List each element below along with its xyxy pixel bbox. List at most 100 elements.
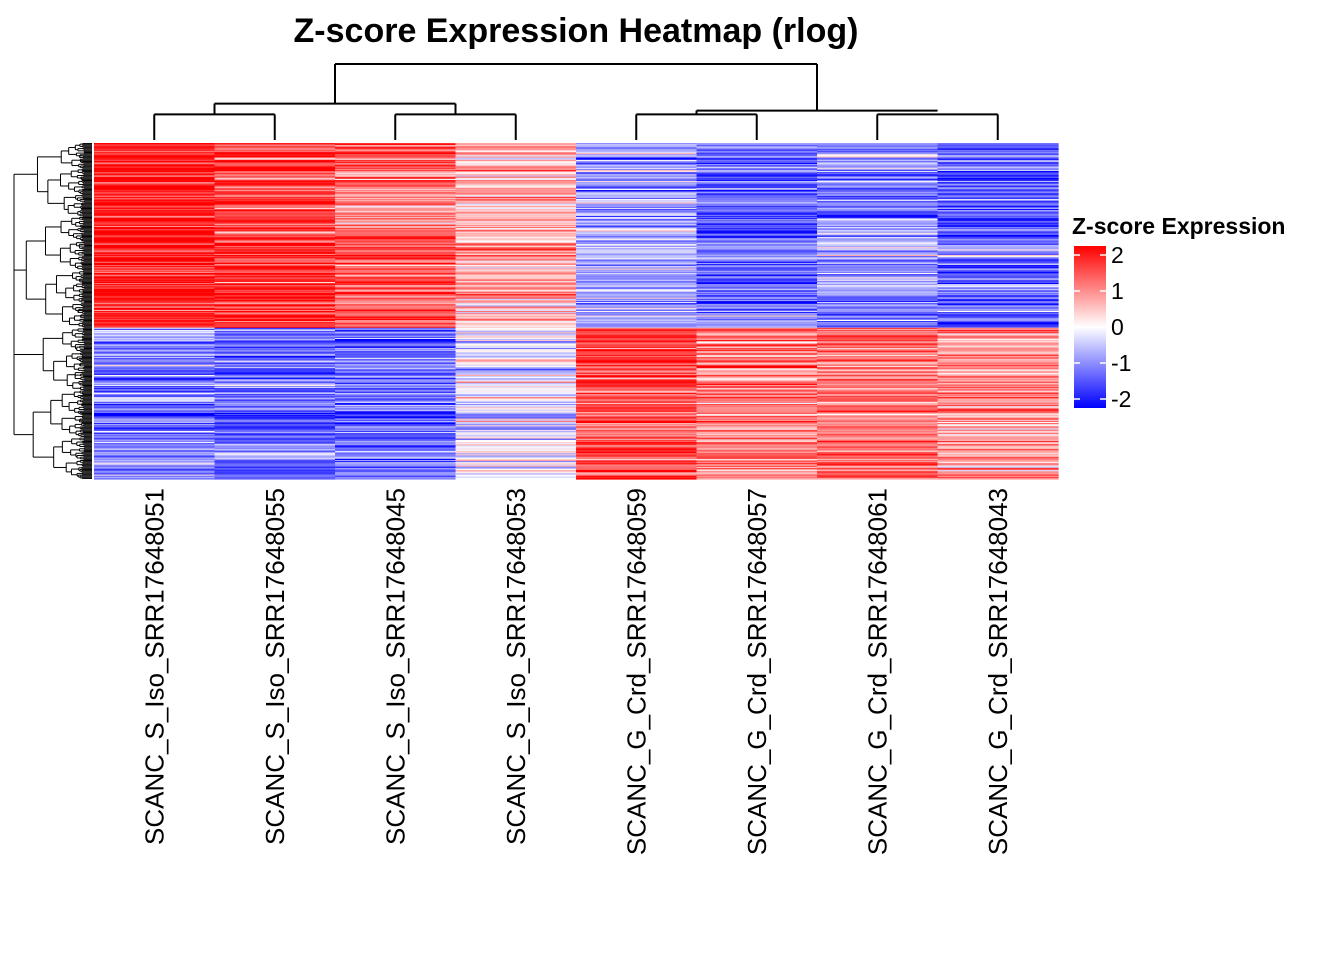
heatmap-cell <box>455 410 577 413</box>
heatmap-cell <box>817 167 939 170</box>
heatmap-cell <box>576 280 698 283</box>
heatmap-cell <box>214 178 336 181</box>
heatmap-cell <box>455 296 577 299</box>
heatmap-cell <box>94 342 216 345</box>
heatmap-body <box>94 143 1059 480</box>
heatmap-cell <box>214 261 336 264</box>
heatmap-cell <box>94 286 216 289</box>
heatmap-cell <box>455 477 577 480</box>
heatmap-cell <box>576 330 698 332</box>
heatmap-cell <box>455 293 577 295</box>
heatmap-cell <box>335 237 457 239</box>
heatmap-cell <box>214 314 336 317</box>
heatmap-cell <box>696 473 818 476</box>
heatmap-cell <box>455 381 577 384</box>
heatmap-cell <box>696 451 818 453</box>
heatmap-cell <box>214 148 336 151</box>
heatmap-cell <box>696 263 818 266</box>
heatmap-cell <box>576 367 698 369</box>
heatmap-cell <box>817 423 939 425</box>
heatmap-cell <box>576 281 698 284</box>
heatmap-cell <box>817 440 939 443</box>
heatmap-cell <box>576 362 698 365</box>
heatmap-cell <box>94 403 216 406</box>
heatmap-cell <box>455 451 577 453</box>
heatmap-cell <box>576 453 698 455</box>
heatmap-cell <box>696 305 818 308</box>
heatmap-cell <box>335 212 457 215</box>
heatmap-cell <box>335 458 457 461</box>
heatmap-cell <box>937 461 1059 463</box>
heatmap-cell <box>937 420 1059 423</box>
heatmap-cell <box>817 409 939 412</box>
heatmap-cell <box>94 249 216 252</box>
heatmap-cell <box>696 434 818 436</box>
heatmap-cell <box>335 265 457 267</box>
heatmap-cell <box>335 331 457 333</box>
heatmap-cell <box>335 184 457 187</box>
heatmap-cell <box>817 150 939 153</box>
heatmap-cell <box>335 461 457 463</box>
heatmap-cell <box>817 465 939 468</box>
heatmap-cell <box>214 397 336 399</box>
heatmap-cell <box>455 213 577 216</box>
heatmap-cell <box>335 439 457 442</box>
heatmap-cell <box>576 434 698 436</box>
heatmap-cell <box>696 346 818 349</box>
heatmap-cell <box>576 325 698 328</box>
heatmap-cell <box>817 147 939 150</box>
heatmap-cell <box>817 295 939 298</box>
heatmap-cell <box>455 439 577 442</box>
heatmap-cell <box>576 324 698 327</box>
heatmap-cell <box>214 442 336 444</box>
heatmap-cell <box>455 214 577 217</box>
heatmap-cell <box>455 462 577 464</box>
heatmap-cell <box>696 352 818 355</box>
heatmap-cell <box>576 438 698 441</box>
heatmap-cell <box>696 334 818 337</box>
heatmap-cell <box>455 145 577 147</box>
heatmap-cell <box>335 188 457 191</box>
heatmap-cell <box>937 391 1059 394</box>
heatmap-cell <box>94 412 216 415</box>
heatmap-cell <box>576 477 698 480</box>
heatmap-cell <box>937 203 1059 206</box>
heatmap-cell <box>937 303 1059 305</box>
heatmap-cell <box>94 464 216 467</box>
heatmap-cell <box>214 446 336 449</box>
heatmap-cell <box>696 312 818 314</box>
heatmap-cell <box>94 294 216 296</box>
heatmap-cell <box>576 408 698 411</box>
heatmap-cell <box>937 334 1059 337</box>
heatmap-cell <box>696 455 818 458</box>
heatmap-cell <box>817 144 939 146</box>
heatmap-cell <box>696 147 818 150</box>
heatmap-cell <box>335 308 457 311</box>
heatmap-cell <box>696 407 818 410</box>
heatmap-cell <box>335 216 457 219</box>
heatmap-cell <box>335 339 457 341</box>
heatmap-cell <box>214 225 336 228</box>
heatmap-cell <box>455 386 577 388</box>
heatmap-cell <box>937 193 1059 196</box>
heatmap-cell <box>576 389 698 392</box>
heatmap-cell <box>94 316 216 319</box>
heatmap-cell <box>937 448 1059 451</box>
heatmap-cell <box>576 457 698 460</box>
heatmap-cell <box>696 280 818 283</box>
heatmap-cell <box>696 353 818 356</box>
heatmap-cell <box>455 206 577 209</box>
heatmap-cell <box>214 193 336 196</box>
heatmap-cell <box>455 350 577 352</box>
heatmap-cell <box>214 443 336 445</box>
heatmap-cell <box>335 362 457 365</box>
heatmap-cell <box>817 206 939 209</box>
heatmap-cell <box>696 151 818 154</box>
heatmap-cell <box>937 349 1059 351</box>
heatmap-cell <box>94 263 216 266</box>
heatmap-cell <box>937 411 1059 414</box>
heatmap-cell <box>335 168 457 171</box>
heatmap-cell <box>335 280 457 283</box>
heatmap-cell <box>696 447 818 450</box>
heatmap-cell <box>214 156 336 159</box>
